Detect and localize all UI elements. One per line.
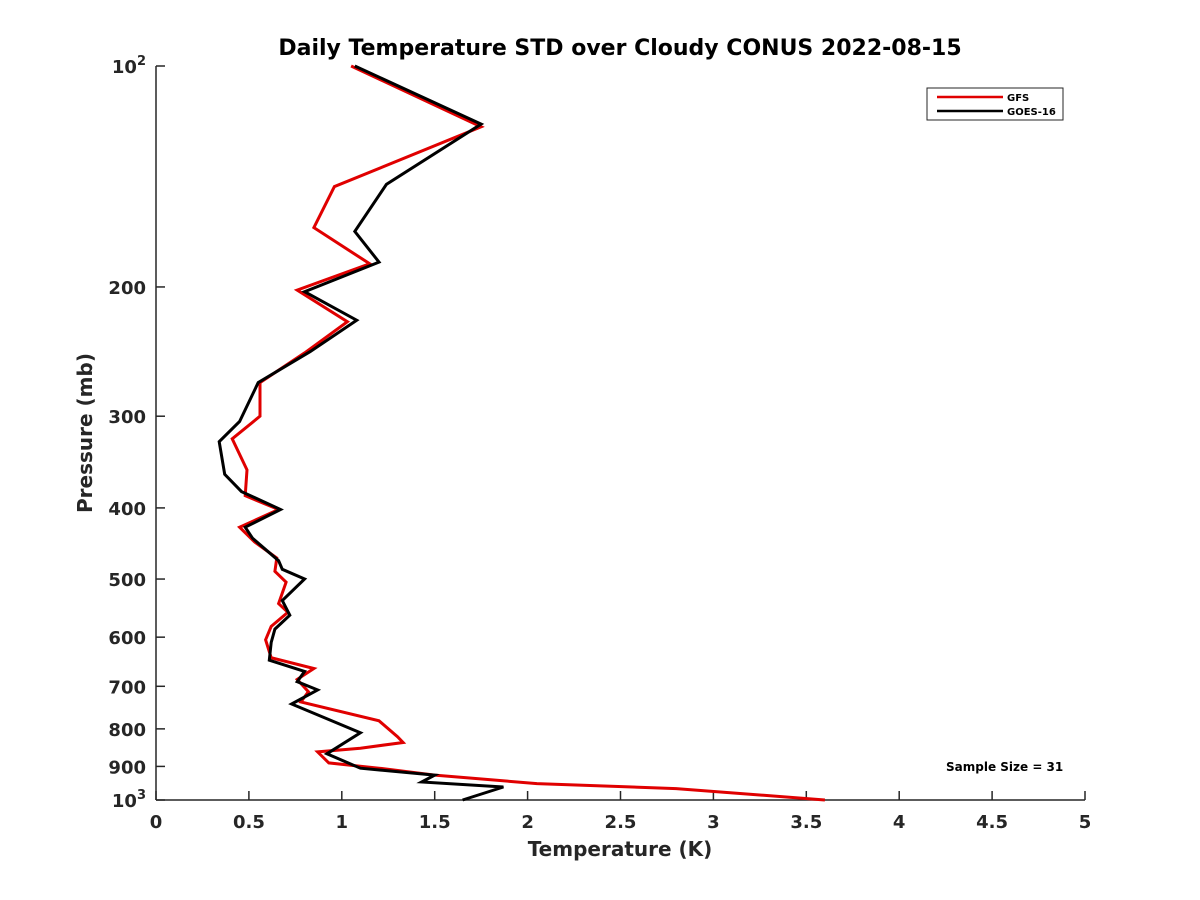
sample-size-annotation: Sample Size = 31 [946, 760, 1063, 774]
x-tick-label: 4.5 [976, 812, 1008, 833]
y-tick-label: 800 [108, 720, 146, 741]
series-line-gfs [230, 64, 826, 802]
series-layer [217, 64, 826, 802]
x-axis-ticks: 0 0.5 1 1.5 2 2.5 3 3.5 4 4.5 5 [150, 791, 1092, 833]
x-tick-label: 0.5 [233, 812, 265, 833]
x-tick-label: 2 [521, 812, 534, 833]
x-tick-label: 0 [150, 812, 163, 833]
y-tick-label: 700 [108, 677, 146, 698]
chart-title: Daily Temperature STD over Cloudy CONUS … [278, 36, 961, 61]
x-tick-label: 2.5 [605, 812, 637, 833]
y-tick-label: 200 [108, 278, 146, 299]
x-tick-label: 1.5 [419, 812, 451, 833]
series-line-goes-16 [217, 64, 504, 802]
y-tick-label: 103 [112, 788, 146, 812]
legend-label-goes16: GOES-16 [1007, 107, 1056, 118]
y-tick-label: 300 [108, 407, 146, 428]
y-tick-label: 400 [108, 499, 146, 520]
y-axis-ticks: 102 200 300 400 500 600 700 800 900 103 [108, 54, 165, 812]
x-tick-label: 4 [893, 812, 906, 833]
y-tick-label: 102 [112, 54, 146, 78]
x-tick-label: 3 [707, 812, 720, 833]
x-tick-label: 1 [336, 812, 349, 833]
x-tick-label: 3.5 [790, 812, 822, 833]
y-tick-label: 500 [108, 570, 146, 591]
x-tick-label: 5 [1079, 812, 1092, 833]
x-axis-label: Temperature (K) [528, 837, 713, 861]
plot-area [155, 66, 1085, 801]
legend: GFS GOES-16 [926, 87, 1064, 121]
y-tick-label: 600 [108, 628, 146, 649]
y-axis-label: Pressure (mb) [73, 353, 97, 513]
y-tick-label: 900 [108, 757, 146, 778]
legend-label-gfs: GFS [1007, 93, 1029, 104]
legend-box [926, 87, 1064, 121]
